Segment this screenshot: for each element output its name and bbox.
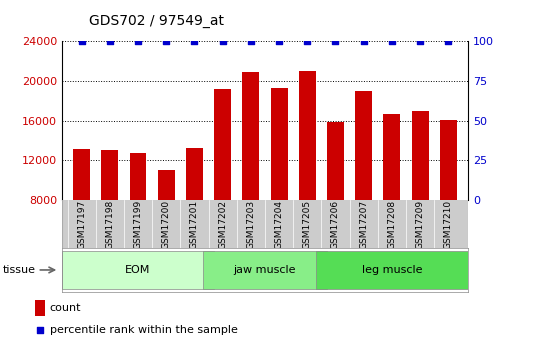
Bar [243,72,259,200]
FancyBboxPatch shape [316,250,468,289]
Text: GSM17209: GSM17209 [416,200,424,249]
Text: GSM17203: GSM17203 [246,200,256,249]
Text: GSM17205: GSM17205 [303,200,312,249]
Point [162,39,171,44]
Text: percentile rank within the sample: percentile rank within the sample [49,325,238,335]
Bar [158,170,175,200]
Text: GSM17198: GSM17198 [105,200,114,249]
Text: GSM17207: GSM17207 [359,200,368,249]
Text: leg muscle: leg muscle [362,265,422,275]
Point [105,39,114,44]
Bar [186,148,203,200]
Text: EOM: EOM [125,265,151,275]
Text: count: count [49,303,81,313]
FancyBboxPatch shape [62,250,214,289]
Bar [384,114,400,200]
Point [416,39,424,44]
Text: tissue: tissue [3,265,36,275]
Bar [299,71,316,200]
Point [36,327,44,333]
Bar [412,111,429,200]
Text: GSM17204: GSM17204 [274,200,284,249]
Text: GDS702 / 97549_at: GDS702 / 97549_at [89,13,224,28]
Point [331,39,340,44]
Bar [73,148,90,200]
FancyBboxPatch shape [203,250,327,289]
Point [218,39,227,44]
Bar [355,91,372,200]
Point [303,39,312,44]
Point [387,39,396,44]
Text: GSM17201: GSM17201 [190,200,199,249]
Point [77,39,86,44]
Text: GSM17210: GSM17210 [444,200,453,249]
Bar [271,88,287,200]
Text: GSM17206: GSM17206 [331,200,340,249]
Bar [440,120,457,200]
Bar [130,154,146,200]
Point [359,39,368,44]
Point [444,39,452,44]
Text: jaw muscle: jaw muscle [233,265,296,275]
Point [275,39,284,44]
Text: GSM17202: GSM17202 [218,200,227,249]
Point [190,39,199,44]
Bar [327,122,344,200]
Text: GSM17200: GSM17200 [162,200,171,249]
Bar [35,299,45,316]
Point [246,39,255,44]
Text: GSM17208: GSM17208 [387,200,397,249]
Bar [101,149,118,200]
Text: GSM17197: GSM17197 [77,200,86,249]
Bar [214,89,231,200]
Text: GSM17199: GSM17199 [133,200,143,249]
Point [134,39,143,44]
